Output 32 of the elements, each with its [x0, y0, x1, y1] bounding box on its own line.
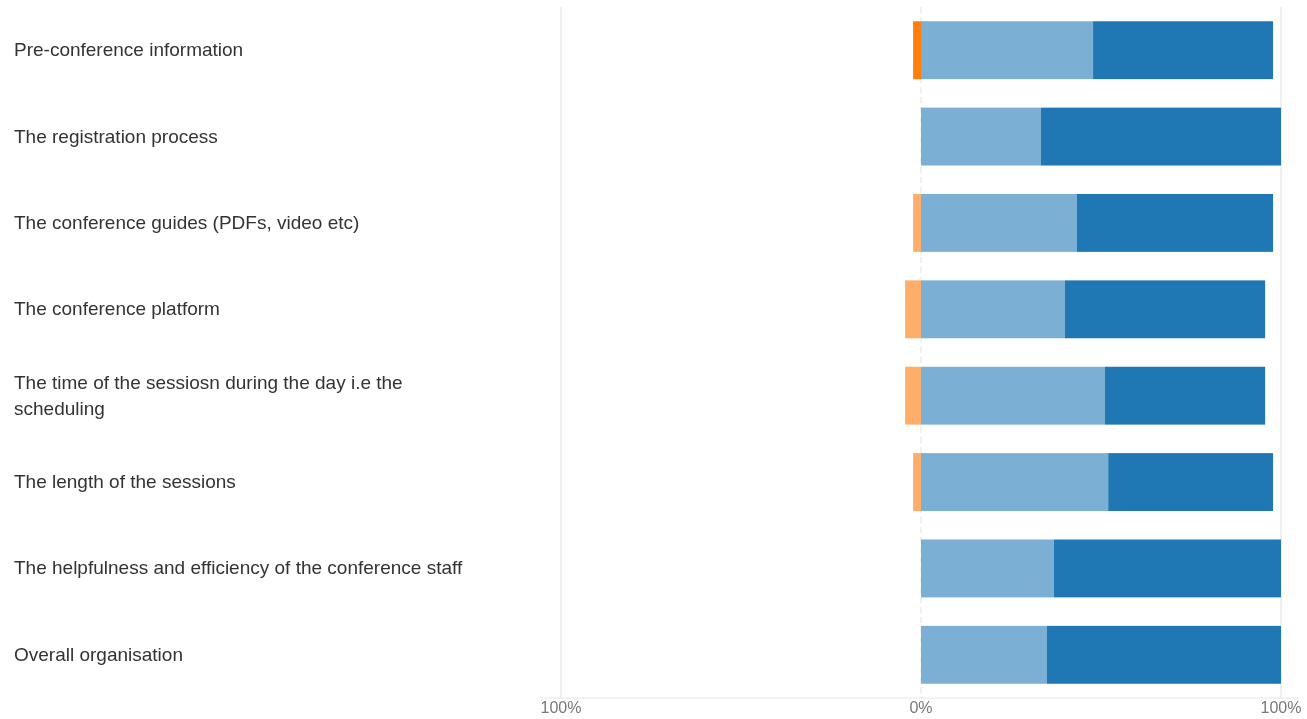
y-tick-label: The registration process: [14, 125, 218, 147]
bar: [1065, 280, 1266, 339]
bar: [921, 107, 1041, 166]
bar: [921, 453, 1109, 511]
x-tick-label: 100%: [1260, 699, 1302, 716]
bar: [921, 366, 1105, 425]
bar: [905, 366, 921, 425]
y-tick-label: The time of the sessiosn during the day i.e the scheduling: [14, 371, 403, 419]
x-tick-label: 100%: [540, 699, 582, 716]
y-tick-label: The conference guides (PDFs, video etc): [14, 211, 360, 233]
bar: [921, 280, 1065, 339]
y-tick-label: The conference platform: [14, 298, 220, 320]
bar: [913, 453, 921, 511]
bar: [1104, 366, 1266, 425]
bar: [921, 539, 1054, 598]
y-tick-label: Overall organisation: [14, 643, 183, 665]
bar: [905, 280, 921, 339]
bar: [921, 625, 1047, 684]
bar: [1076, 194, 1274, 252]
bar: [1040, 107, 1281, 166]
bar: [921, 21, 1094, 80]
y-tick-label: The length of the sessions: [14, 471, 236, 493]
y-tick-label: The helpfulness and efficiency of the conference staff: [14, 557, 463, 579]
bar: [913, 21, 921, 80]
bar: [1093, 21, 1274, 80]
x-tick-label: 0%: [909, 699, 933, 716]
bar: [1108, 453, 1274, 511]
y-tick-label: Pre-conference information: [14, 39, 244, 61]
bar: [1047, 625, 1281, 684]
bar: [921, 194, 1077, 252]
bar: [1053, 539, 1281, 598]
bar: [913, 194, 921, 252]
